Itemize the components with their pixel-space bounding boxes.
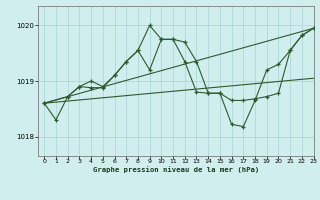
X-axis label: Graphe pression niveau de la mer (hPa): Graphe pression niveau de la mer (hPa) (93, 167, 259, 173)
